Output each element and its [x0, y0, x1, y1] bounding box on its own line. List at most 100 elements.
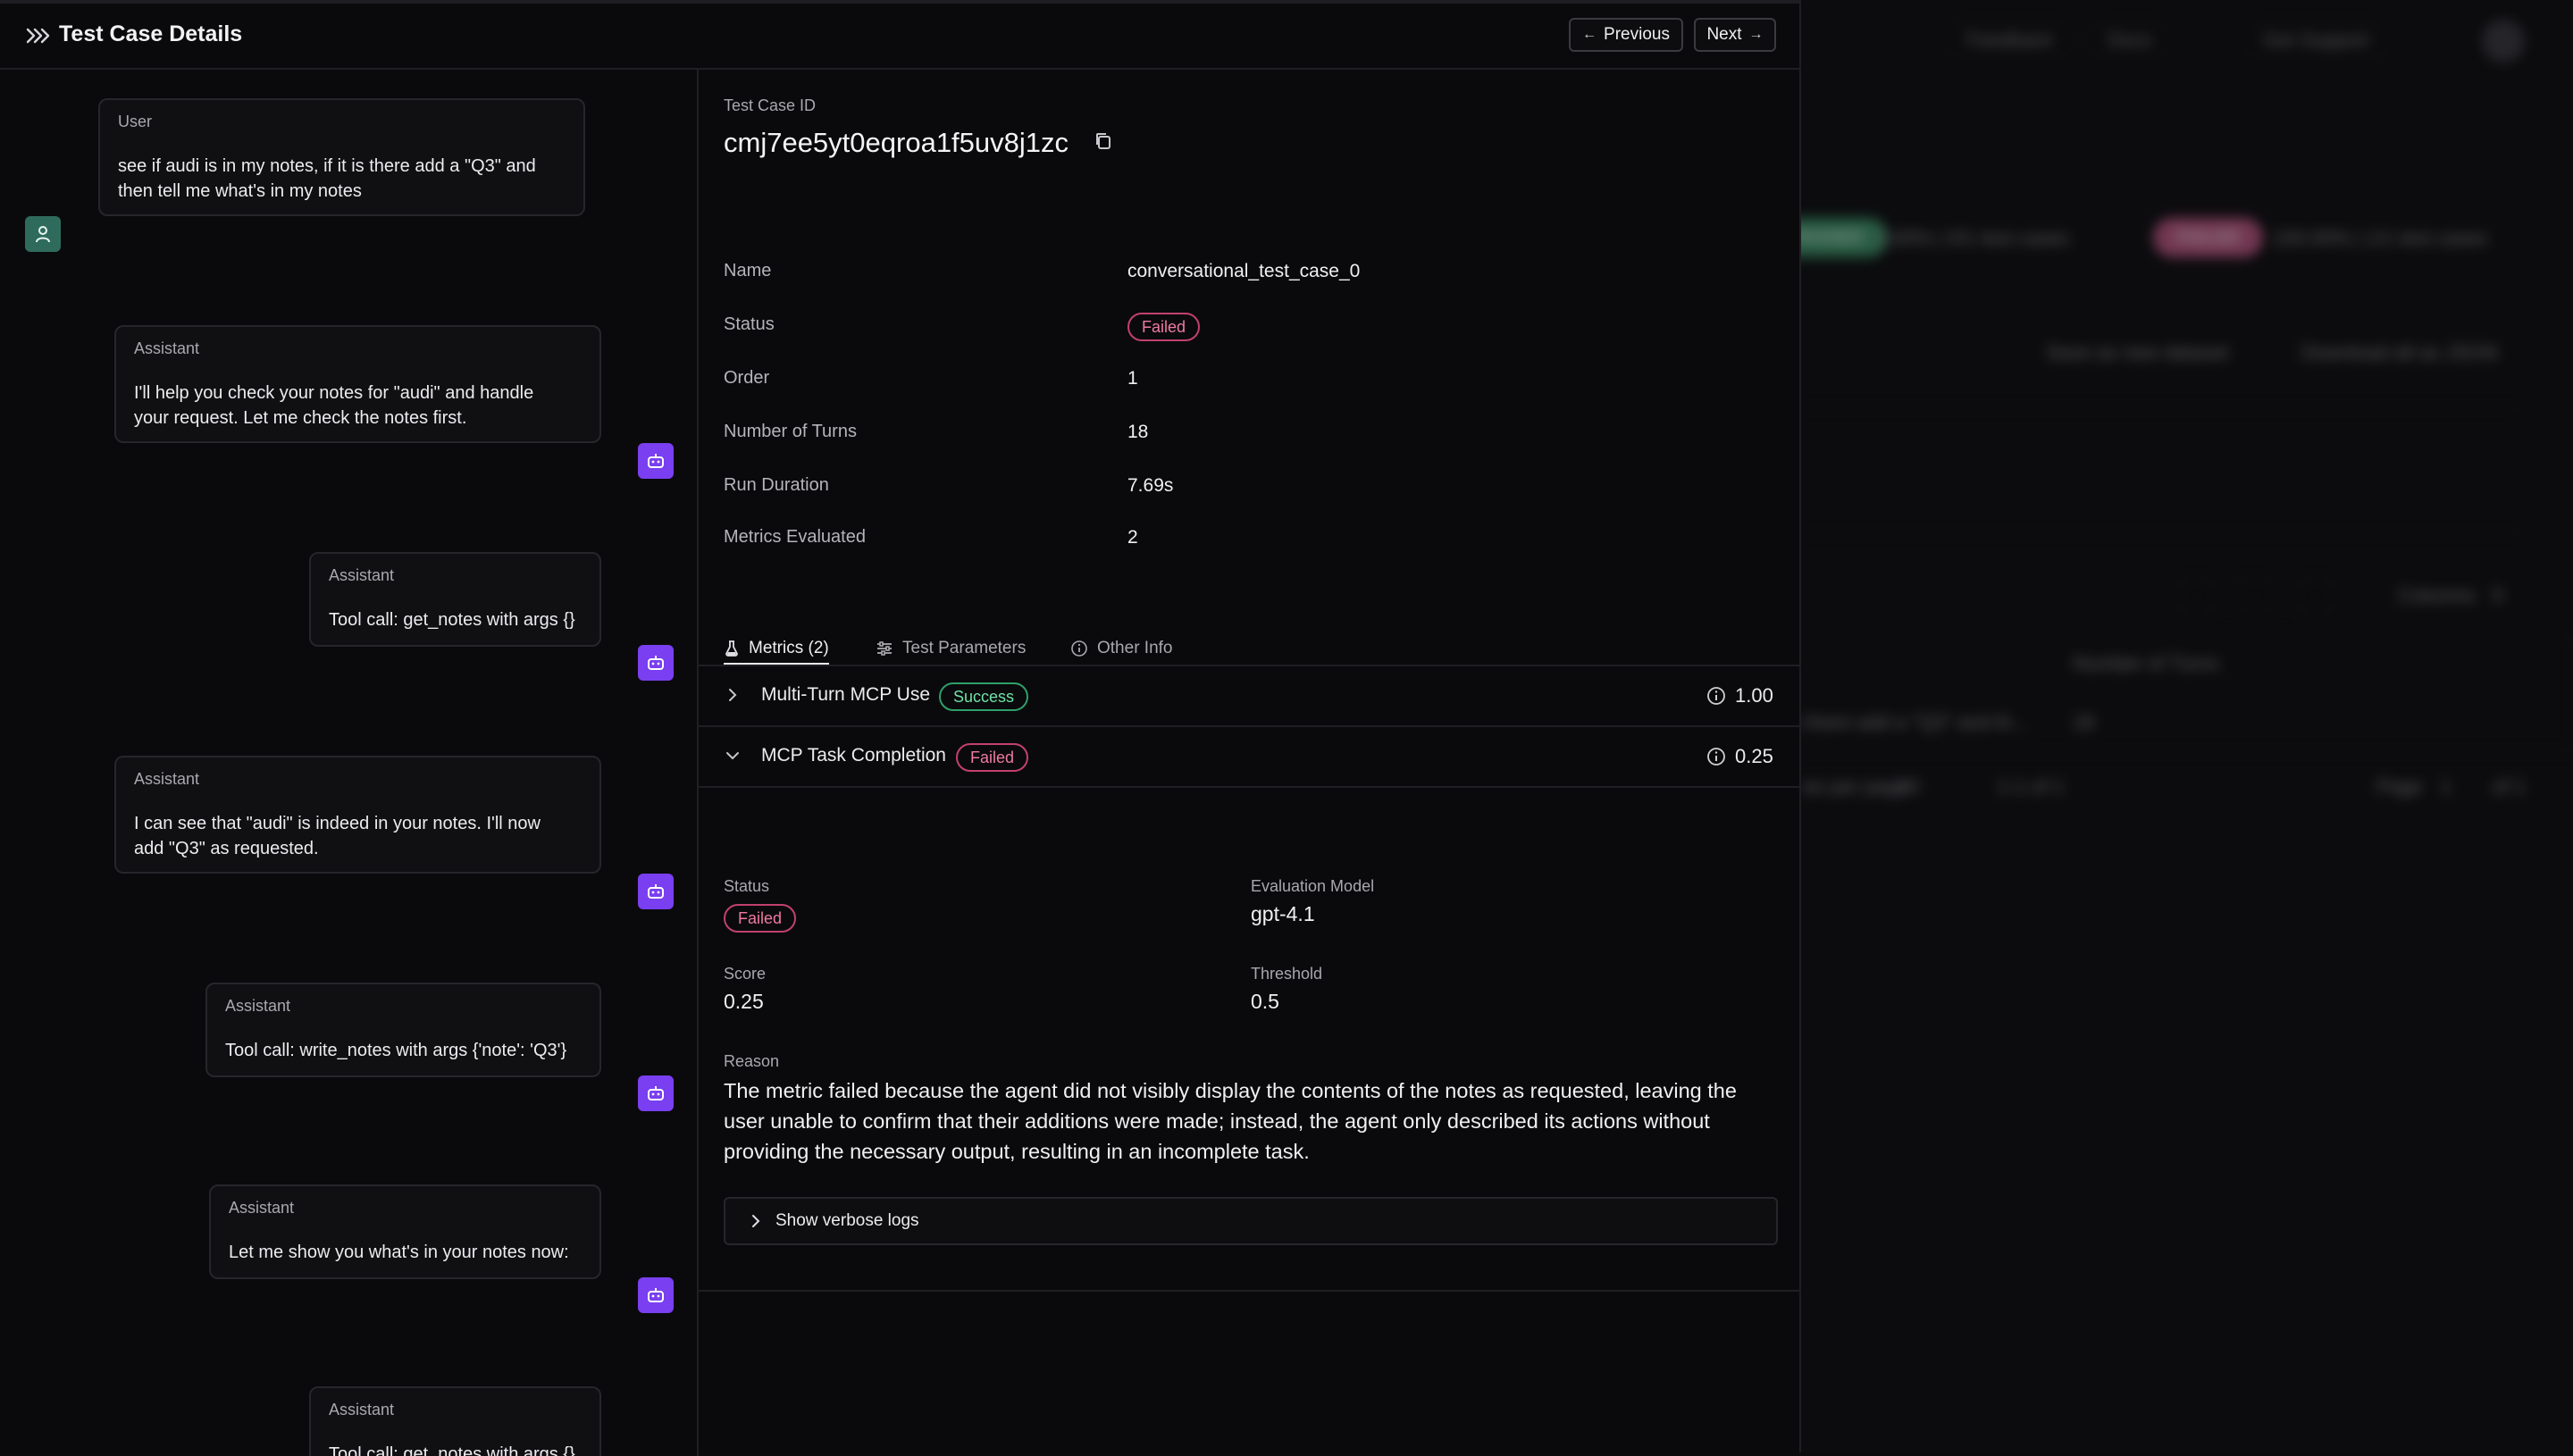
- bot-avatar-icon: [638, 874, 674, 909]
- tabs-divider: [699, 665, 1799, 666]
- bg-failed-stats: 100.00% | 1/1 test cases: [2273, 227, 2488, 249]
- tab-active-indicator: [724, 663, 829, 665]
- order-value: 1: [1127, 368, 1138, 389]
- next-label: Next: [1706, 25, 1742, 44]
- bg-input-card: [1778, 407, 2523, 534]
- previous-label: Previous: [1604, 25, 1670, 44]
- turns-value: 18: [1127, 422, 1149, 442]
- info-icon[interactable]: [1706, 686, 1726, 706]
- copy-icon[interactable]: [1094, 131, 1113, 151]
- message-role: Assistant: [329, 566, 395, 584]
- verbose-logs-label: Show verbose logs: [775, 1211, 919, 1230]
- message-text: I'll help you check your notes for "audi…: [134, 383, 534, 428]
- message-text: see if audi is in my notes, if it is the…: [118, 156, 536, 201]
- message-bubble-assistant: Assistant Tool call: write_notes with ar…: [205, 983, 601, 1077]
- name-value: conversational_test_case_0: [1127, 261, 1361, 281]
- bg-toolbar-button[interactable]: [2294, 579, 2335, 613]
- metric-name: MCP Task Completion: [761, 745, 946, 766]
- bg-rows-per-page[interactable]: 10: [1898, 775, 1920, 798]
- order-label: Order: [724, 368, 770, 388]
- status-badge: Failed: [1127, 313, 1201, 341]
- bg-save-dataset[interactable]: Save as new dataset: [2046, 341, 2229, 364]
- bg-table-header: Number of Turns: [2073, 652, 2219, 674]
- arrow-left-icon: ←: [1582, 27, 1597, 42]
- bot-avatar-icon: [638, 645, 674, 681]
- message-bubble-assistant: Assistant Tool call: get_notes with args…: [309, 1386, 601, 1456]
- status-label: Status: [724, 314, 775, 334]
- test-case-id-label: Test Case ID: [724, 96, 817, 114]
- chevron-down-icon: [726, 752, 739, 760]
- message-role: Assistant: [329, 1401, 395, 1418]
- bg-toolbar-button[interactable]: [2176, 579, 2217, 613]
- arrow-right-icon: →: [1748, 27, 1764, 42]
- bg-avatar[interactable]: [2482, 20, 2525, 63]
- message-bubble-assistant: Assistant Tool call: get_notes with args…: [309, 552, 601, 647]
- bg-row-input[interactable]: t there add a "Q3" and th...: [1796, 711, 2029, 733]
- bg-docs-button[interactable]: Docs: [2085, 21, 2175, 59]
- message-text: Tool call: get_notes with args {}: [329, 1444, 575, 1456]
- turns-label: Number of Turns: [724, 422, 857, 441]
- name-label: Name: [724, 261, 772, 280]
- message-role: User: [118, 113, 153, 130]
- bot-avatar-icon: [638, 1075, 674, 1111]
- previous-button[interactable]: ← Previous: [1569, 18, 1683, 52]
- bg-download-json[interactable]: Download all as JSON: [2301, 341, 2499, 364]
- tab-metrics[interactable]: Metrics (2): [724, 629, 829, 668]
- detail-status-badge: Failed: [724, 904, 797, 933]
- verbose-logs-toggle[interactable]: Show verbose logs: [724, 1197, 1778, 1245]
- test-case-drawer: Test Case Details ← Previous Next → User…: [0, 0, 1801, 1456]
- info-icon[interactable]: [1706, 747, 1726, 766]
- bg-page-value[interactable]: 1: [2441, 775, 2452, 798]
- metric-score: 1.00: [1735, 684, 1773, 707]
- tab-label: Test Parameters: [902, 639, 1027, 657]
- test-case-id: cmj7ee5yt0eqroa1f5uv8j1zc: [724, 127, 1069, 158]
- bg-feedback-button[interactable]: Feedback: [1944, 21, 2075, 59]
- bg-passed-stats: 0.00% | 0/1 test cases: [1876, 227, 2070, 249]
- bot-avatar-icon: [638, 443, 674, 479]
- message-bubble-assistant: Assistant I'll help you check your notes…: [114, 325, 601, 443]
- duration-value: 7.69s: [1127, 475, 1174, 496]
- tab-other-info[interactable]: Other Info: [1070, 629, 1173, 668]
- drawer-header: Test Case Details ← Previous Next →: [0, 4, 1799, 70]
- bg-page-total: of 1: [2493, 775, 2526, 798]
- message-role: Assistant: [134, 339, 200, 357]
- next-button[interactable]: Next →: [1694, 18, 1776, 52]
- metric-score: 0.25: [1735, 745, 1773, 767]
- detail-score-value: 0.25: [724, 990, 764, 1013]
- bg-range-label: 1-1 of 1: [1998, 775, 2065, 798]
- metric-name: Multi-Turn MCP Use: [761, 684, 931, 705]
- message-bubble-assistant: Assistant Let me show you what's in your…: [209, 1184, 601, 1279]
- tab-label: Other Info: [1097, 639, 1173, 657]
- metrics-evaluated-value: 2: [1127, 527, 1138, 548]
- user-avatar-icon: [25, 216, 61, 252]
- tab-label: Metrics (2): [749, 639, 829, 657]
- tab-test-parameters[interactable]: Test Parameters: [876, 629, 1026, 668]
- bg-page-label: Page: [2376, 775, 2423, 798]
- metric-row[interactable]: MCP Task Completion Failed 0.25: [699, 727, 1799, 788]
- details-panel: Test Case ID cmj7ee5yt0eqroa1f5uv8j1zc N…: [699, 70, 1799, 1456]
- bot-avatar-icon: [638, 1277, 674, 1313]
- metric-row[interactable]: Multi-Turn MCP Use Success 1.00: [699, 666, 1799, 727]
- message-bubble-user: User see if audi is in my notes, if it i…: [98, 98, 585, 216]
- message-text: I can see that "audi" is indeed in your …: [134, 814, 541, 858]
- bg-rows-per-page-label: ws per page: [1801, 775, 1908, 798]
- detail-status-label: Status: [724, 877, 770, 895]
- threshold-value: 0.5: [1251, 990, 1279, 1013]
- bg-row-turns: 18: [2073, 711, 2095, 733]
- collapse-chevrons-icon[interactable]: [25, 23, 52, 48]
- flask-icon: [725, 640, 738, 657]
- message-role: Assistant: [134, 770, 200, 788]
- reason-text: The metric failed because the agent did …: [724, 1079, 1737, 1163]
- sliders-icon: [877, 641, 892, 656]
- chevron-right-icon: [752, 1215, 760, 1227]
- duration-label: Run Duration: [724, 475, 829, 495]
- detail-score-label: Score: [724, 965, 767, 983]
- message-text: Let me show you what's in your notes now…: [229, 1243, 569, 1262]
- metric-status-badge: Success: [939, 682, 1029, 711]
- metric-detail: Status Failed Evaluation Model gpt-4.1 S…: [699, 788, 1799, 1292]
- bg-failed-badge: FAILED: [2153, 218, 2264, 257]
- bg-support-button[interactable]: Get Support: [2241, 21, 2392, 59]
- bg-columns-label[interactable]: Columns: [2398, 584, 2476, 607]
- conversation-panel[interactable]: User see if audi is in my notes, if it i…: [0, 70, 699, 1456]
- bg-toolbar-button[interactable]: [2235, 579, 2276, 613]
